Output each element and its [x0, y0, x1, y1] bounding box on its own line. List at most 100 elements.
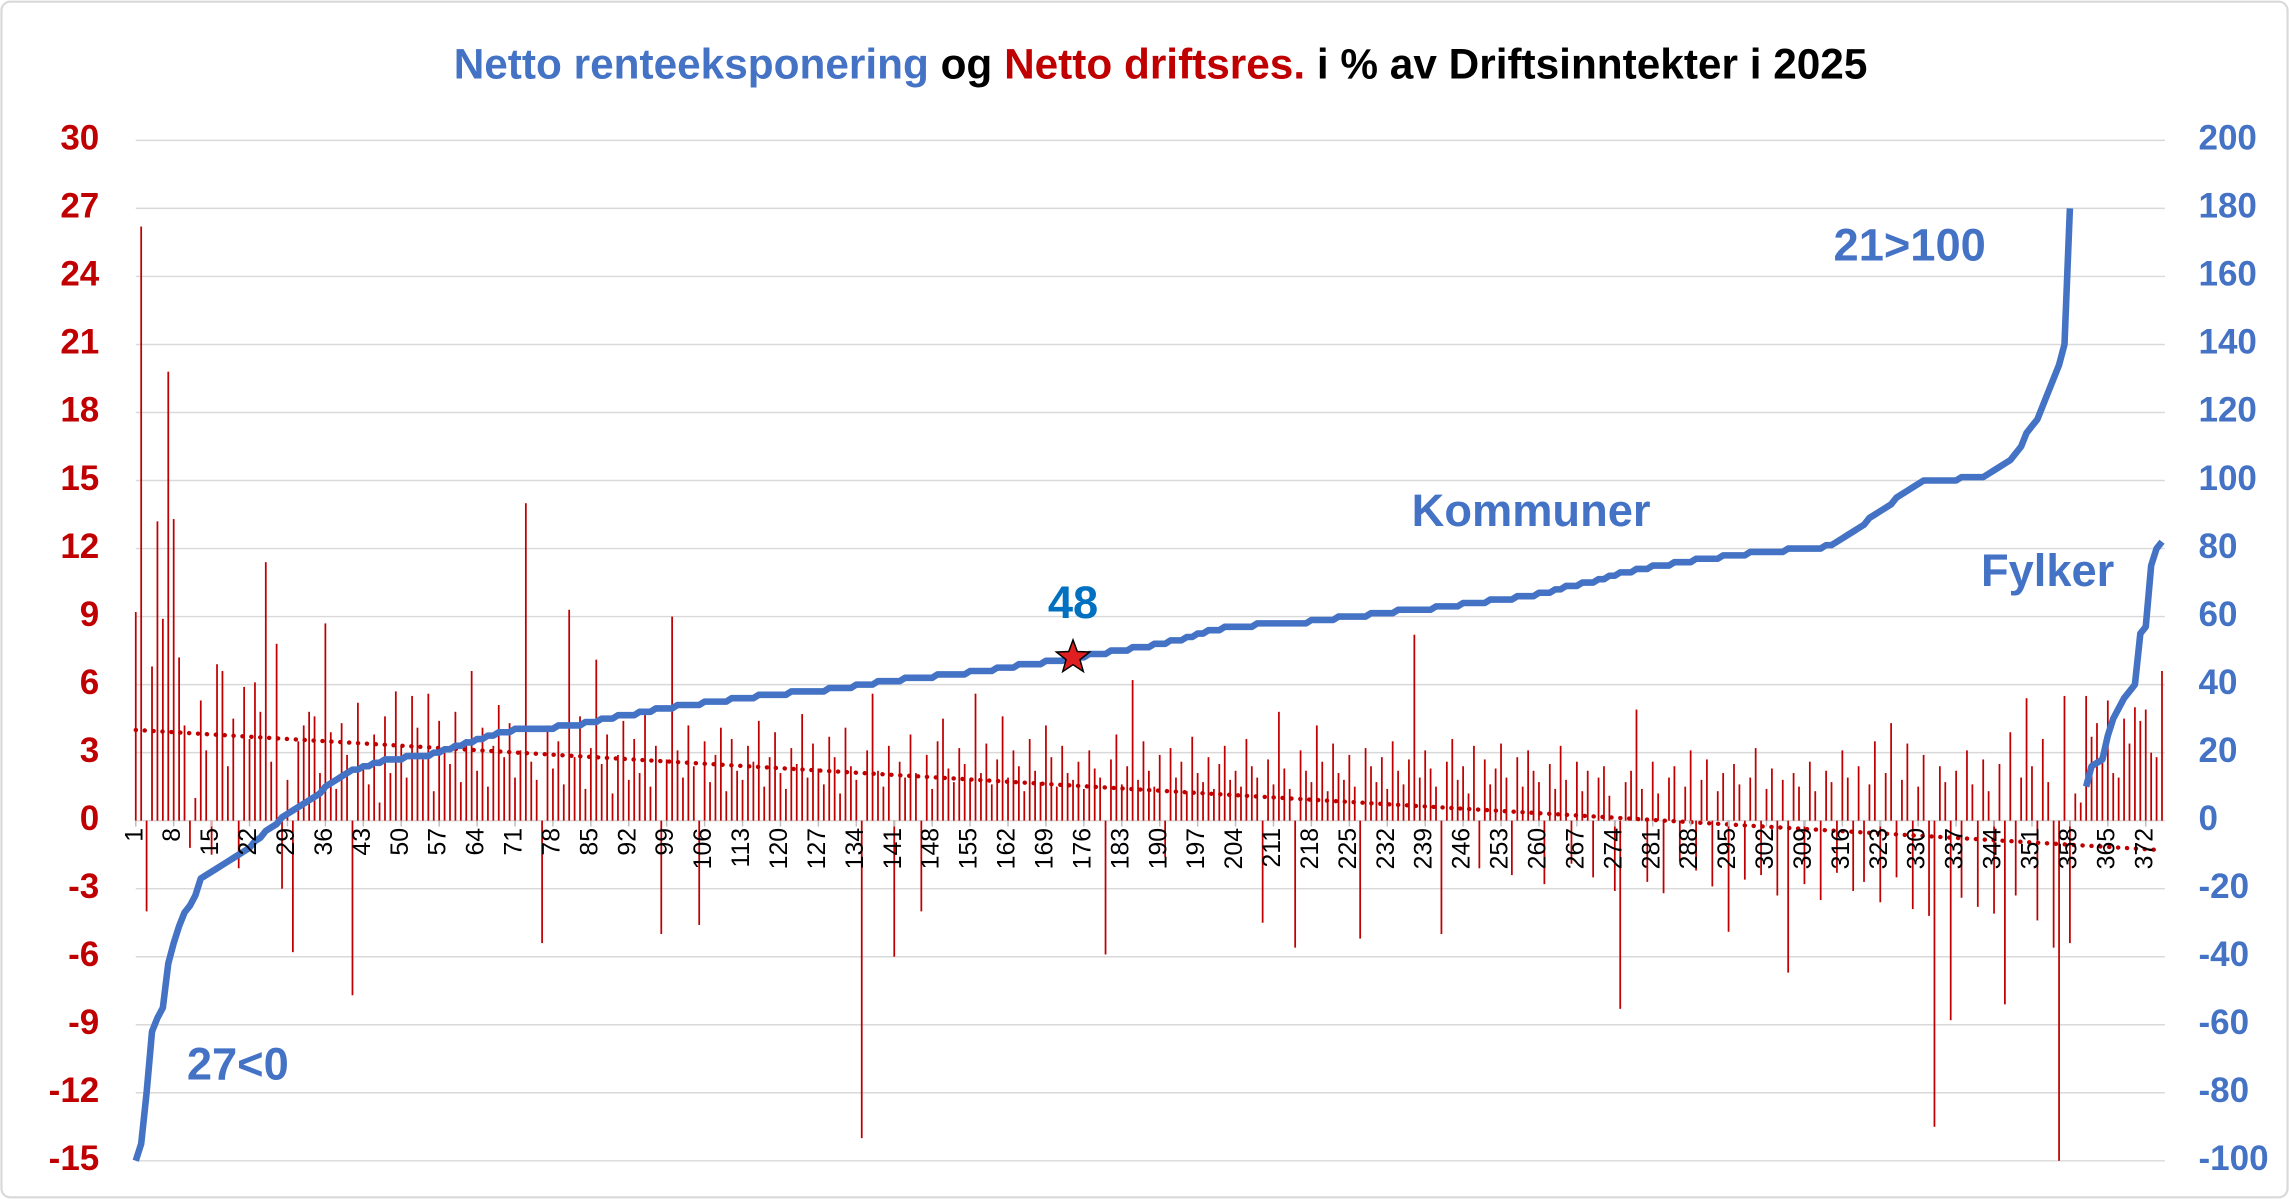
x-tick-label: 190 — [1145, 828, 1172, 869]
bar — [151, 666, 153, 821]
bar — [1050, 757, 1053, 821]
bar — [378, 802, 381, 821]
bar — [487, 786, 489, 821]
bar — [1949, 820, 1952, 1021]
bar — [400, 745, 403, 821]
bar — [1348, 754, 1351, 821]
bar — [720, 727, 722, 821]
bar — [893, 820, 896, 957]
bar — [394, 691, 397, 821]
bar — [524, 503, 527, 821]
x-tick-label: 57 — [425, 828, 452, 856]
bar — [1045, 725, 1047, 821]
x-tick-label: 302 — [1752, 828, 1779, 869]
bar — [687, 725, 690, 821]
x-tick-label: 372 — [2131, 828, 2158, 869]
bar — [1570, 820, 1573, 864]
bar — [579, 716, 581, 821]
bar — [925, 754, 928, 821]
bar — [2161, 671, 2163, 821]
bar — [1148, 770, 1150, 821]
highlight-star — [1054, 637, 1092, 674]
bar — [1738, 784, 1741, 821]
bar — [877, 770, 879, 821]
chart-title: Netto renteeksponering og Netto driftsre… — [454, 41, 1868, 88]
bar — [2123, 718, 2125, 821]
bar — [541, 820, 543, 944]
x-tick-label: 8 — [159, 828, 186, 842]
bar — [1196, 773, 1199, 821]
bar — [806, 777, 809, 821]
bar — [1700, 779, 1703, 821]
bar — [1532, 770, 1535, 821]
bar — [178, 657, 180, 821]
x-tick-label: 36 — [311, 828, 338, 856]
bar — [1873, 741, 1876, 821]
bar — [850, 766, 852, 821]
y2-tick-label: -100 — [2198, 1139, 2268, 1178]
bar — [470, 671, 473, 821]
x-tick-label: 337 — [1942, 828, 1969, 869]
trendline — [133, 727, 2165, 853]
bar — [779, 773, 782, 821]
bar — [189, 820, 191, 848]
bar — [1646, 820, 1649, 882]
bar — [1727, 820, 1730, 932]
bar — [329, 732, 332, 821]
bar — [302, 725, 305, 821]
bar — [1191, 736, 1194, 821]
bar — [2058, 820, 2060, 1161]
bar — [1489, 784, 1492, 821]
bar — [1987, 791, 1990, 821]
bar — [611, 793, 614, 821]
bar — [1808, 761, 1811, 821]
bar — [432, 791, 435, 821]
bar — [1798, 786, 1800, 821]
y-tick-label: 0 — [80, 799, 99, 838]
bar — [866, 750, 869, 821]
bar — [562, 784, 565, 821]
bar — [1012, 750, 1015, 821]
bar — [947, 768, 950, 821]
bar — [140, 226, 143, 821]
bar — [785, 788, 787, 821]
bar — [2117, 777, 2120, 821]
bar — [340, 723, 343, 821]
bar — [1088, 750, 1091, 821]
bar — [1375, 782, 1378, 821]
bar — [682, 777, 684, 821]
bar — [1120, 784, 1123, 821]
bar — [1424, 750, 1427, 821]
bar — [281, 820, 283, 889]
x-tick-label: 176 — [1069, 828, 1096, 869]
bars — [133, 226, 2165, 1161]
bar — [1478, 820, 1481, 869]
bar — [747, 745, 749, 821]
bar — [1494, 768, 1497, 821]
bar — [519, 750, 522, 821]
y-tick-label: -6 — [68, 935, 99, 974]
bar — [963, 763, 966, 821]
bar — [1267, 759, 1269, 821]
bar — [1207, 757, 1210, 821]
bar — [530, 761, 533, 821]
bar — [1944, 782, 1947, 821]
series-label: Kommuner — [1412, 485, 1651, 536]
bar — [373, 734, 376, 821]
bar — [167, 371, 170, 821]
labels: -15-12-9-6-3036912151821242730-100-80-60… — [49, 119, 2269, 1178]
bar — [454, 711, 457, 821]
y-tick-label: -12 — [49, 1071, 100, 1110]
x-tick-label: 218 — [1297, 828, 1324, 869]
bar — [1868, 784, 1871, 821]
x-tick-label: 330 — [1904, 828, 1931, 869]
x-tick-label: 225 — [1335, 828, 1362, 869]
bar — [2128, 743, 2131, 821]
bar — [1641, 788, 1643, 821]
y-tick-label: 12 — [60, 527, 99, 566]
bar — [692, 766, 695, 821]
bar — [1673, 766, 1676, 821]
x-tick-label: 197 — [1183, 828, 1210, 869]
bar — [1408, 759, 1410, 821]
bar — [703, 741, 706, 821]
